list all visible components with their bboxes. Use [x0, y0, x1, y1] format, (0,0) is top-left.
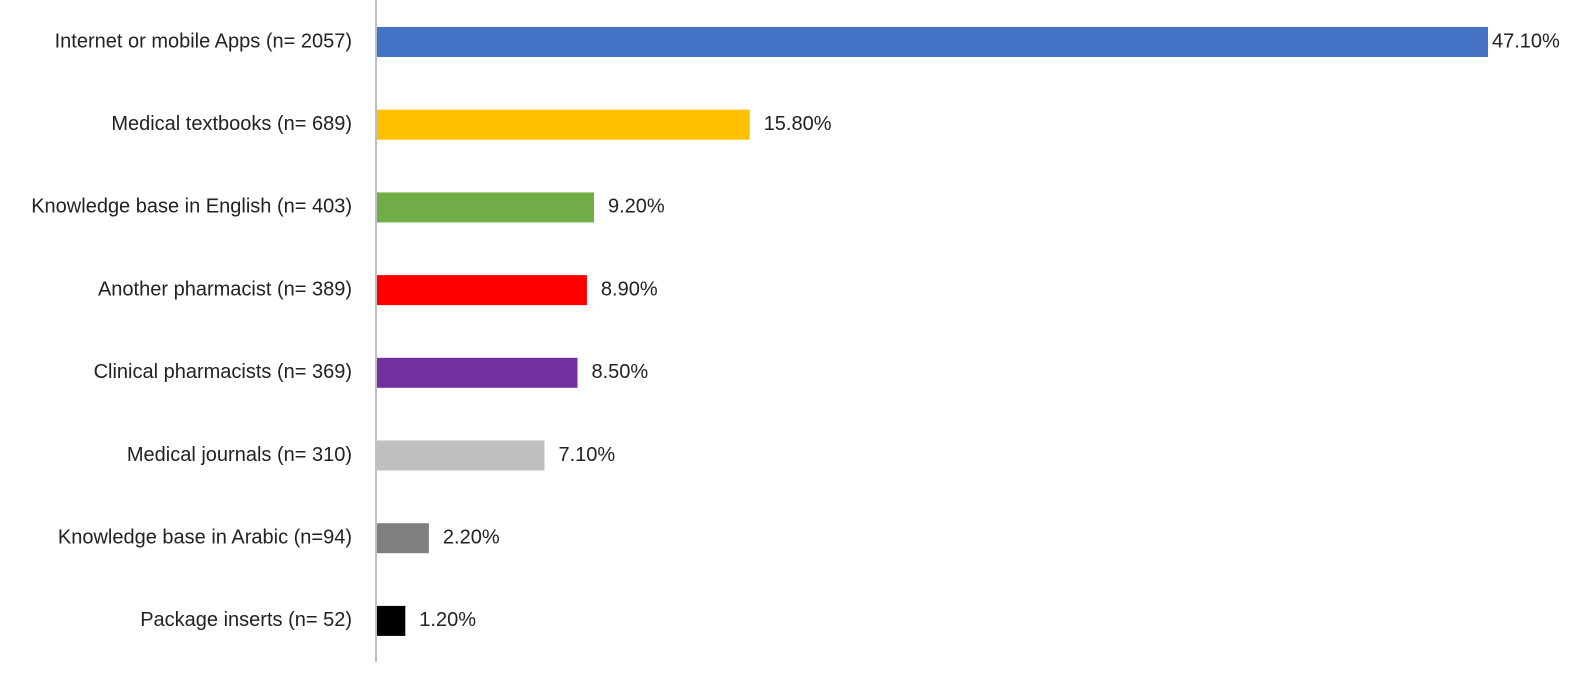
category-label: Knowledge base in Arabic (n=94)	[58, 526, 352, 548]
category-label: Package inserts (n= 52)	[140, 609, 352, 631]
category-label: Internet or mobile Apps (n= 2057)	[55, 30, 352, 52]
bar	[377, 27, 1488, 57]
bar	[377, 523, 429, 554]
category-label: Knowledge base in English (n= 403)	[31, 196, 352, 218]
category-label: Another pharmacist (n= 389)	[98, 278, 352, 300]
value-label: 8.90%	[601, 278, 658, 300]
category-label: Medical journals (n= 310)	[127, 444, 352, 466]
value-label: 8.50%	[591, 361, 648, 383]
value-label: 1.20%	[419, 609, 476, 631]
bar	[377, 275, 587, 306]
category-label: Medical textbooks (n= 689)	[111, 113, 352, 135]
bar	[377, 109, 750, 140]
value-label: 15.80%	[764, 113, 832, 135]
value-label: 2.20%	[443, 526, 500, 548]
category-label: Clinical pharmacists (n= 369)	[94, 361, 352, 383]
bar	[377, 605, 406, 636]
bar	[377, 440, 545, 471]
value-label: 9.20%	[608, 196, 665, 218]
bar	[377, 192, 595, 223]
value-label: 7.10%	[558, 444, 615, 466]
value-label: 47.10%	[1492, 30, 1560, 52]
bar	[377, 357, 578, 388]
